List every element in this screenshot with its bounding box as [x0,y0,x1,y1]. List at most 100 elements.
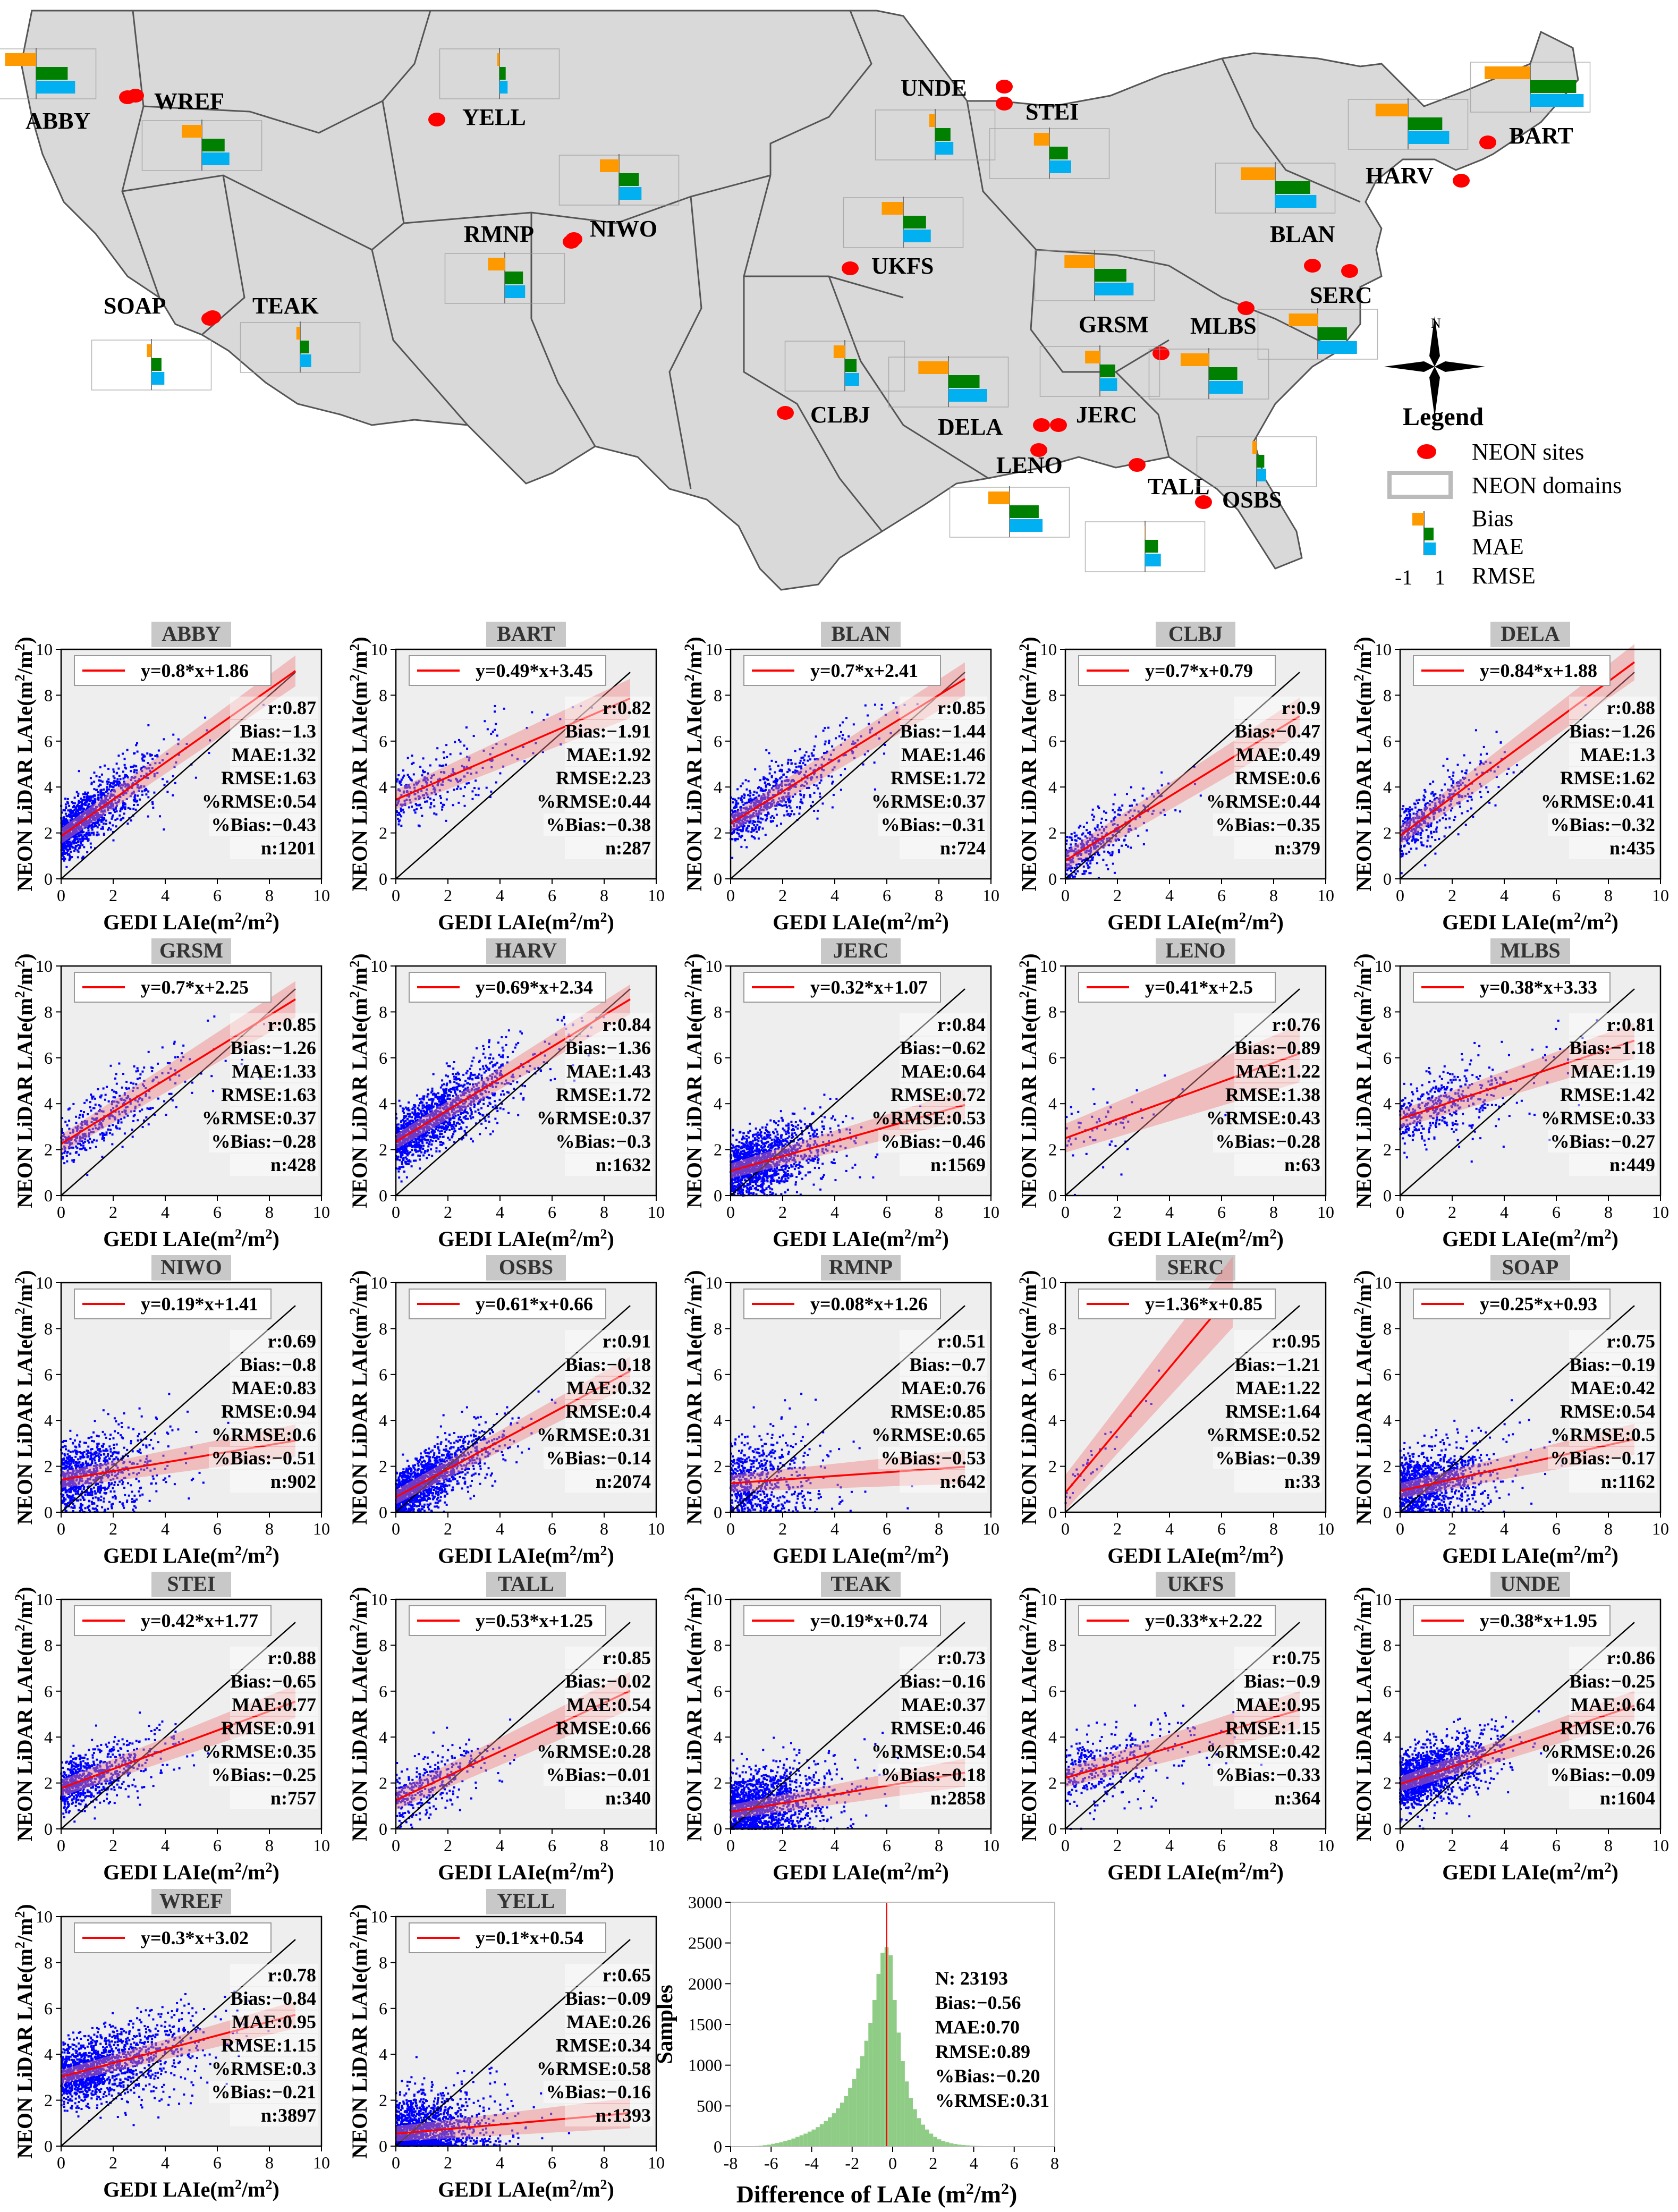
data-point [114,807,117,810]
data-point [111,789,113,792]
data-point [488,1041,490,1044]
data-point [81,840,84,843]
y-axis-label: NEON LiDAR LAIe(m2​/m2​) [1016,637,1041,891]
data-point [425,777,428,779]
data-point [472,735,475,738]
data-point [433,786,436,789]
data-point [770,775,773,777]
data-point [1131,804,1133,807]
data-point [477,787,480,790]
data-point [112,775,115,778]
panel-harv: HARV00224466881010y=0.69*x+2.34r:0.84Bia… [347,938,665,1251]
data-point [1446,769,1449,772]
data-point [442,751,445,753]
data-point [812,749,815,751]
data-point [554,1078,556,1080]
data-point [425,792,428,794]
data-point [210,1075,213,1078]
y-tick-label: 4 [714,777,722,796]
data-point [82,1145,84,1147]
data-point [79,807,81,809]
data-point [507,1029,510,1032]
data-point [430,776,433,779]
data-point [1429,800,1431,802]
x-tick-label: 2 [109,886,117,905]
data-point [74,829,77,832]
label-part: 2 [1239,910,1246,925]
data-point [1403,811,1406,813]
data-point [117,783,120,786]
data-point [95,811,98,813]
y-tick-label: 0 [1383,869,1392,888]
data-point [1427,826,1430,828]
data-point [1448,826,1451,829]
data-point [100,816,103,818]
site-bars-bart [1470,61,1591,113]
data-point [489,753,491,756]
data-point [411,755,413,757]
data-point [758,820,760,823]
data-point [87,1139,89,1142]
data-point [799,801,802,803]
data-point [89,1147,91,1149]
data-point [543,719,545,722]
panel-title: GRSM [159,938,223,962]
stat-line: n:1201 [261,837,316,859]
glyph-bar-mae [1100,365,1115,377]
data-point [137,794,139,797]
stat-line: %RMSE:0.37 [202,1107,316,1129]
data-point [123,758,126,760]
data-point [132,790,135,793]
data-point [1435,828,1438,831]
data-point [115,825,117,828]
site-bars-soap [91,339,212,391]
stat-line: Bias:−1.91 [565,721,651,742]
site-label-serc: SERC [1310,282,1372,308]
data-point [65,830,67,833]
data-point [64,809,66,812]
label-part: 2 [1016,644,1032,651]
glyph-bar-bias [5,53,36,66]
data-point [166,752,168,755]
data-point [66,824,69,827]
data-point [503,707,505,710]
data-point [1103,850,1106,853]
x-tick-label: 8 [265,1202,274,1222]
data-point [101,1156,104,1158]
data-point [133,1065,135,1068]
data-point [95,825,98,827]
data-point [450,779,452,782]
data-point [1448,776,1451,778]
data-point [824,743,826,745]
data-point [113,809,115,812]
data-point [802,796,805,799]
data-point [75,817,78,819]
data-point [147,815,149,818]
x-tick-label: 0 [1061,886,1070,905]
data-point [107,799,109,801]
data-point [83,826,86,829]
data-point [798,765,800,768]
data-point [1409,806,1411,809]
data-point [449,753,452,756]
data-point [813,783,816,786]
data-point [866,714,869,717]
regression-equation: y=0.84*x+1.88 [1480,660,1597,681]
label-part: 2 [1351,644,1367,651]
data-point [94,824,96,827]
data-point [1433,830,1435,833]
data-point [1108,852,1111,854]
data-point [1461,812,1463,815]
site-bars-blan [1215,162,1336,214]
data-point [397,774,400,776]
data-point [71,823,73,825]
data-point [208,752,210,755]
one-to-one-line [61,672,296,879]
data-point [132,799,135,801]
site-label-stei: STEI [1026,99,1079,125]
data-point [431,1089,434,1092]
data-point [498,1054,501,1056]
x-tick-label: 0 [1396,886,1404,905]
data-point [72,828,74,830]
data-point [1406,814,1409,817]
